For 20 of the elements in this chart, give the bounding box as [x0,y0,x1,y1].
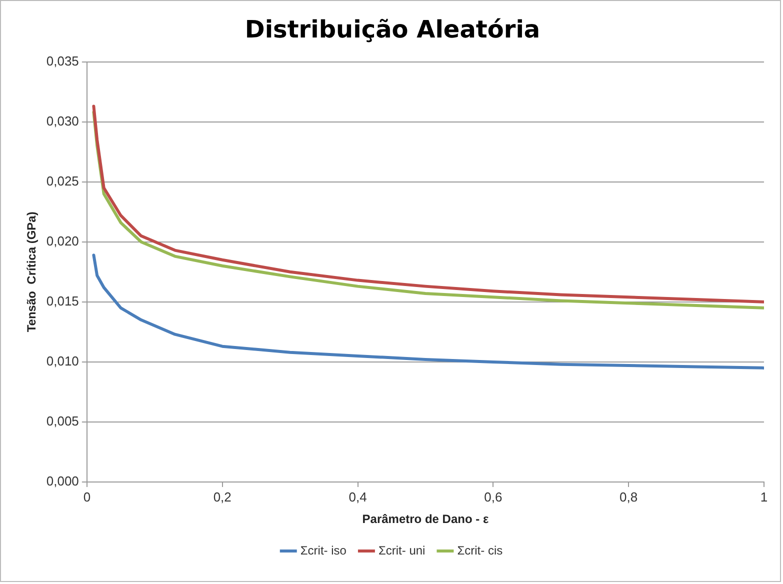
legend-label: Σcrit- iso [300,543,347,558]
chart-title: Distribuição Aleatória [244,16,540,44]
x-tick-label: 0,2 [213,489,232,504]
x-tick-label: 0,6 [484,489,502,504]
x-tick-label: 1 [760,489,768,504]
x-tick-label: 0 [83,489,91,504]
y-tick-label: 0,025 [46,173,79,188]
y-tick-label: 0,035 [46,53,79,68]
legend-label: Σcrit- cis [457,543,503,558]
x-tick-label: 0,4 [348,489,367,504]
y-tick-label: 0,030 [46,113,79,128]
y-tick-label: 0,015 [46,293,79,308]
legend-label: Σcrit- uni [378,543,426,558]
y-axis-title: Tensão Crítica (GPa) [24,212,39,332]
x-tick-label: 0,8 [620,489,638,504]
y-tick-label: 0,010 [46,354,79,369]
y-tick-label: 0,020 [46,233,79,248]
y-tick-label: 0,000 [46,474,79,489]
x-axis-title: Parâmetro de Dano - ε [362,512,489,526]
y-tick-label: 0,005 [46,414,79,429]
